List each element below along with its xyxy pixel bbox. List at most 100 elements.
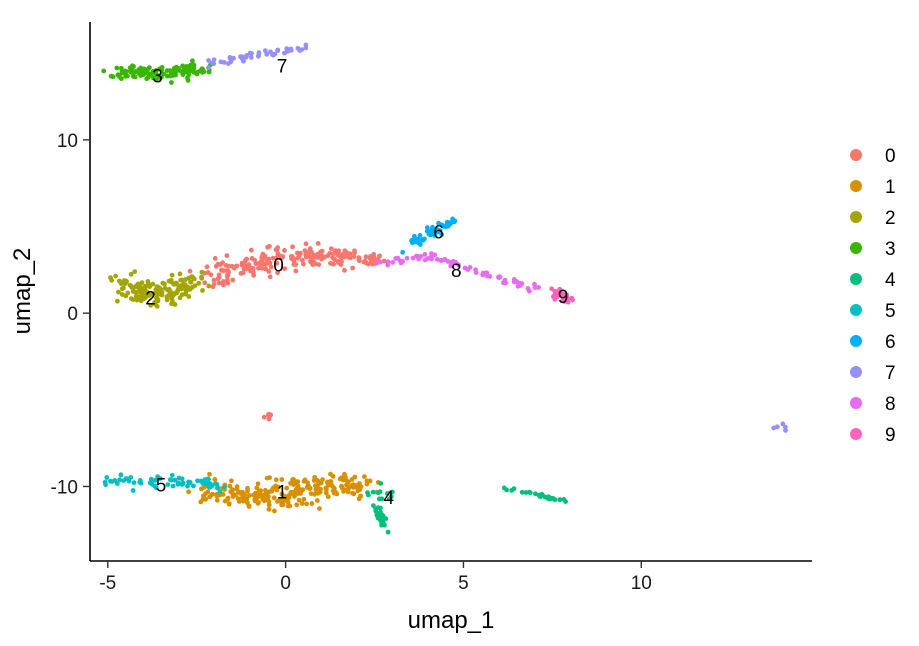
point-cluster-0	[240, 270, 246, 276]
cluster-label-3: 3	[152, 67, 163, 88]
point-cluster-1	[301, 478, 307, 484]
legend-key-7	[850, 366, 862, 378]
point-cluster-1	[235, 496, 241, 501]
legend: 0 1 2 3 4 5 6 7 8 9	[850, 146, 896, 446]
point-cluster-5	[167, 477, 173, 483]
point-cluster-2	[199, 275, 205, 281]
point-cluster-1	[311, 478, 317, 483]
point-cluster-0	[221, 282, 226, 288]
point-cluster-7	[221, 60, 227, 65]
x-tick-label: 10	[631, 573, 652, 594]
point-cluster-3	[185, 69, 190, 74]
point-cluster-5	[137, 478, 143, 483]
point-cluster-2	[162, 281, 167, 287]
cluster-label-0: 0	[273, 256, 284, 277]
point-cluster-0	[261, 414, 267, 420]
point-cluster-3	[171, 69, 177, 75]
point-cluster-1	[282, 493, 287, 499]
point-cluster-2	[200, 288, 205, 293]
point-cluster-5	[208, 484, 213, 490]
point-cluster-1	[307, 485, 313, 491]
point-cluster-2	[150, 281, 156, 287]
point-cluster-4	[377, 489, 383, 495]
point-cluster-1	[254, 495, 259, 501]
point-cluster-1	[279, 502, 285, 508]
point-cluster-2	[140, 294, 146, 299]
point-cluster-2	[192, 283, 198, 288]
point-cluster-2	[123, 293, 129, 299]
point-cluster-0	[362, 258, 368, 264]
point-cluster-0	[363, 254, 369, 260]
point-cluster-3	[165, 73, 170, 79]
point-cluster-5	[157, 476, 163, 481]
point-cluster-1	[344, 482, 349, 488]
point-cluster-6	[424, 228, 430, 234]
point-cluster-1	[315, 490, 321, 496]
point-cluster-4	[563, 499, 568, 504]
point-cluster-0	[242, 262, 248, 268]
point-cluster-1	[198, 499, 204, 505]
point-cluster-3	[136, 71, 142, 76]
point-cluster-1	[358, 484, 364, 490]
point-cluster-2	[115, 298, 120, 304]
legend-label-7: 7	[885, 363, 896, 384]
point-cluster-4	[375, 515, 381, 521]
point-cluster-1	[292, 494, 297, 499]
point-cluster-7	[297, 48, 303, 53]
point-cluster-7	[272, 51, 278, 57]
point-cluster-2	[133, 284, 139, 290]
point-cluster-1	[328, 481, 334, 486]
point-cluster-2	[133, 289, 139, 295]
point-cluster-2	[173, 280, 179, 286]
points-layer	[101, 42, 788, 535]
point-cluster-1	[294, 502, 300, 508]
point-cluster-1	[227, 483, 233, 489]
point-cluster-0	[226, 263, 232, 269]
point-cluster-5	[214, 481, 220, 487]
point-cluster-7	[268, 49, 273, 55]
point-cluster-0	[291, 262, 297, 267]
point-cluster-2	[144, 291, 150, 297]
point-cluster-0	[328, 246, 334, 252]
point-cluster-3	[101, 68, 107, 74]
point-cluster-1	[203, 496, 209, 502]
legend-key-5	[850, 304, 862, 316]
point-cluster-2	[118, 281, 124, 286]
point-cluster-1	[356, 496, 362, 502]
point-cluster-2	[169, 272, 175, 278]
point-cluster-0	[211, 281, 217, 287]
cluster-labels-layer: 0 1 2 3 4 5 6 7 8 9	[145, 56, 568, 509]
point-cluster-1	[349, 477, 355, 482]
point-cluster-1	[284, 485, 290, 491]
point-cluster-1	[309, 501, 315, 506]
y-tick-label: -10	[51, 477, 78, 498]
point-cluster-3	[201, 69, 207, 75]
point-cluster-1	[355, 488, 361, 494]
point-cluster-1	[295, 483, 301, 489]
point-cluster-0	[303, 241, 309, 247]
point-cluster-4	[387, 496, 392, 502]
point-cluster-1	[225, 495, 231, 501]
point-cluster-1	[212, 477, 218, 482]
point-cluster-1	[318, 480, 324, 486]
point-cluster-1	[240, 498, 246, 504]
point-cluster-8	[525, 286, 531, 291]
point-cluster-0	[267, 274, 273, 280]
point-cluster-0	[266, 416, 272, 422]
point-cluster-9	[564, 293, 570, 299]
point-cluster-7	[275, 48, 281, 53]
point-cluster-3	[144, 76, 150, 82]
point-cluster-3	[167, 68, 173, 73]
point-cluster-4	[376, 496, 382, 502]
point-cluster-0	[274, 255, 280, 260]
point-cluster-0	[325, 253, 331, 258]
point-cluster-2	[165, 287, 170, 293]
point-cluster-8	[393, 256, 399, 261]
cluster-label-7: 7	[277, 56, 288, 77]
point-cluster-1	[351, 485, 356, 490]
point-cluster-0	[264, 260, 270, 266]
point-cluster-0	[300, 257, 305, 263]
point-cluster-4	[557, 497, 563, 503]
point-cluster-0	[220, 260, 226, 265]
point-cluster-0	[282, 248, 287, 253]
